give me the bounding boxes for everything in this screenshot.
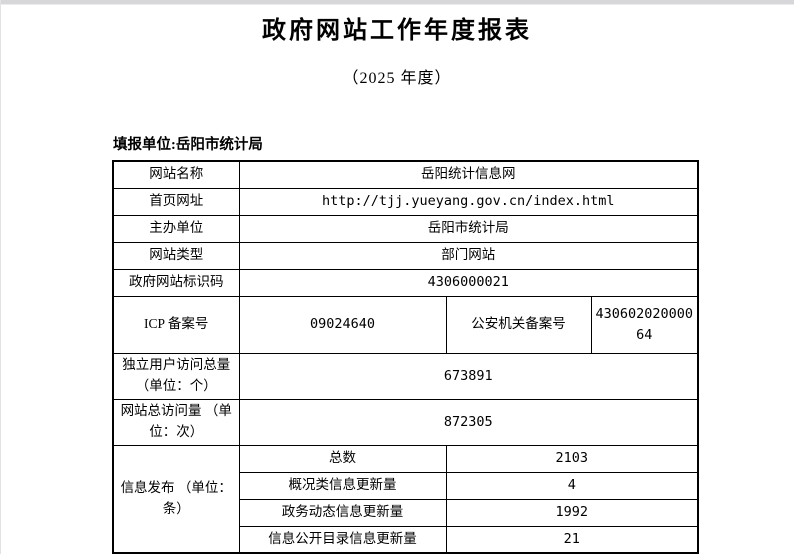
host-unit-value: 岳阳市统计局: [238, 214, 699, 243]
table-row-website-name: 网站名称 岳阳统计信息网: [112, 160, 699, 189]
document-year: （2025 年度）: [342, 70, 452, 87]
website-type-label: 网站类型: [112, 241, 240, 270]
info-publish-label: 信息发布 （单位：条）: [112, 444, 240, 554]
website-name-label: 网站名称: [112, 160, 240, 189]
table-row-info-total: 信息发布 （单位：条） 总数 2103: [112, 444, 699, 554]
host-unit-label: 主办单位: [112, 214, 240, 243]
info-overview-label: 概况类信息更新量: [238, 471, 447, 500]
info-gov-news-label: 政务动态信息更新量: [238, 498, 447, 527]
total-visits-label: 网站总访问量 （单位：次）: [112, 398, 240, 446]
reporting-unit-label: 填报单位:岳阳市统计局: [113, 137, 263, 153]
table-row-info-directory: 信息公开目录信息更新量 21: [113, 525, 699, 554]
website-name-value: 岳阳统计信息网: [238, 160, 699, 189]
icp-filing-label: ICP 备案号: [112, 295, 240, 354]
table-row-total-visits: 网站总访问量 （单位：次） 872305: [112, 398, 699, 446]
viewer-left-edge: [0, 0, 1, 554]
total-visits-value: 872305: [238, 398, 699, 446]
table-row-info-overview: 概况类信息更新量 4: [113, 471, 699, 500]
info-gov-news-value: 1992: [445, 498, 699, 527]
table-row-unique-visitors: 独立用户访问总量（单位：个） 673891: [112, 352, 699, 400]
info-directory-value: 21: [445, 525, 699, 554]
police-filing-label: 公安机关备案号: [445, 295, 592, 354]
table-row-website-type: 网站类型 部门网站: [112, 241, 699, 270]
annual-report-table: 网站名称 岳阳统计信息网 首页网址 http://tjj.yueyang.gov…: [112, 160, 700, 554]
unique-visitors-value: 673891: [238, 352, 699, 400]
site-id-code-label: 政府网站标识码: [112, 268, 240, 297]
table-row-site-id-code: 政府网站标识码 4306000021: [112, 268, 699, 297]
viewer-top-edge: [0, 0, 794, 5]
info-overview-value: 4: [445, 471, 699, 500]
homepage-url-value: http://tjj.yueyang.gov.cn/index.html: [238, 187, 699, 216]
table-row-info-gov-news: 政务动态信息更新量 1992: [113, 498, 699, 527]
homepage-url-label: 首页网址: [112, 187, 240, 216]
website-type-value: 部门网站: [238, 241, 699, 270]
unique-visitors-label: 独立用户访问总量（单位：个）: [112, 352, 240, 400]
site-id-code-value: 4306000021: [238, 268, 699, 297]
info-total-value: 2103: [445, 444, 699, 473]
table-row-filing-numbers: ICP 备案号 09024640 公安机关备案号 43060202000064: [112, 295, 699, 354]
table-row-host-unit: 主办单位 岳阳市统计局: [112, 214, 699, 243]
info-directory-label: 信息公开目录信息更新量: [238, 525, 447, 554]
document-title: 政府网站工作年度报表: [262, 17, 532, 44]
icp-filing-value: 09024640: [238, 295, 447, 354]
police-filing-value: 43060202000064: [590, 295, 699, 354]
table-row-homepage-url: 首页网址 http://tjj.yueyang.gov.cn/index.htm…: [112, 187, 699, 216]
info-total-label: 总数: [238, 444, 447, 473]
